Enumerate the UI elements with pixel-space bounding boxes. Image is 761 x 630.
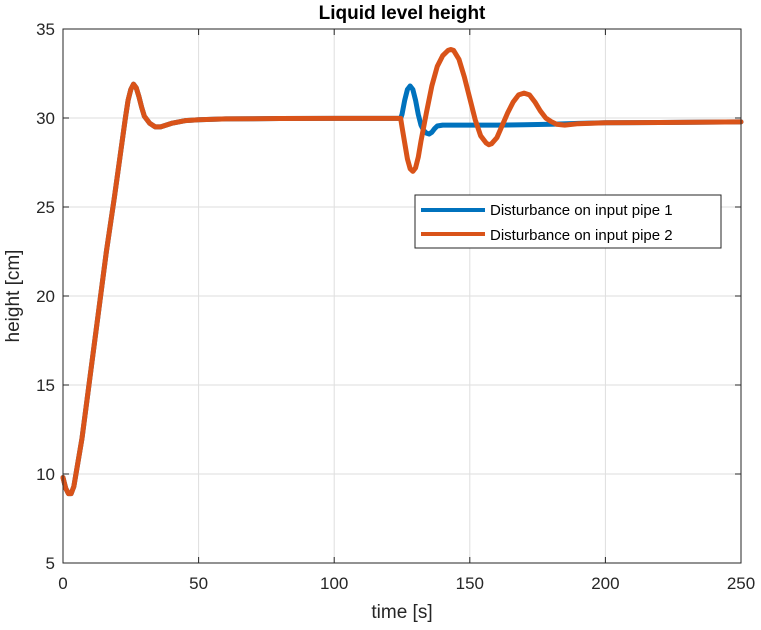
chart-title: Liquid level height [319, 3, 486, 24]
y-tick-label: 20 [36, 287, 55, 306]
y-tick-label: 35 [36, 20, 55, 39]
x-axis-label: time [s] [371, 602, 432, 623]
legend: Disturbance on input pipe 1 Disturbance … [414, 194, 722, 249]
series-layer [60, 46, 744, 497]
x-tick-label: 100 [320, 574, 348, 593]
axis-ticks: 0 50 100 150 200 250 5 10 15 20 25 30 35 [36, 20, 755, 593]
x-tick-label: 150 [456, 574, 484, 593]
y-tick-label: 10 [36, 465, 55, 484]
x-tick-label: 250 [727, 574, 755, 593]
y-tick-label: 25 [36, 198, 55, 217]
x-tick-label: 50 [189, 574, 208, 593]
series-line-2 [60, 46, 744, 497]
y-tick-label: 5 [46, 554, 55, 573]
legend-label-disturbance-pipe-1: Disturbance on input pipe 1 [490, 202, 673, 219]
legend-box [414, 194, 722, 249]
x-tick-label: 200 [591, 574, 619, 593]
x-tick-label: 0 [58, 574, 67, 593]
legend-label-disturbance-pipe-2: Disturbance on input pipe 2 [490, 227, 673, 244]
y-axis-label: height [cm] [3, 250, 24, 343]
y-tick-label: 15 [36, 376, 55, 395]
y-tick-label: 30 [36, 109, 55, 128]
